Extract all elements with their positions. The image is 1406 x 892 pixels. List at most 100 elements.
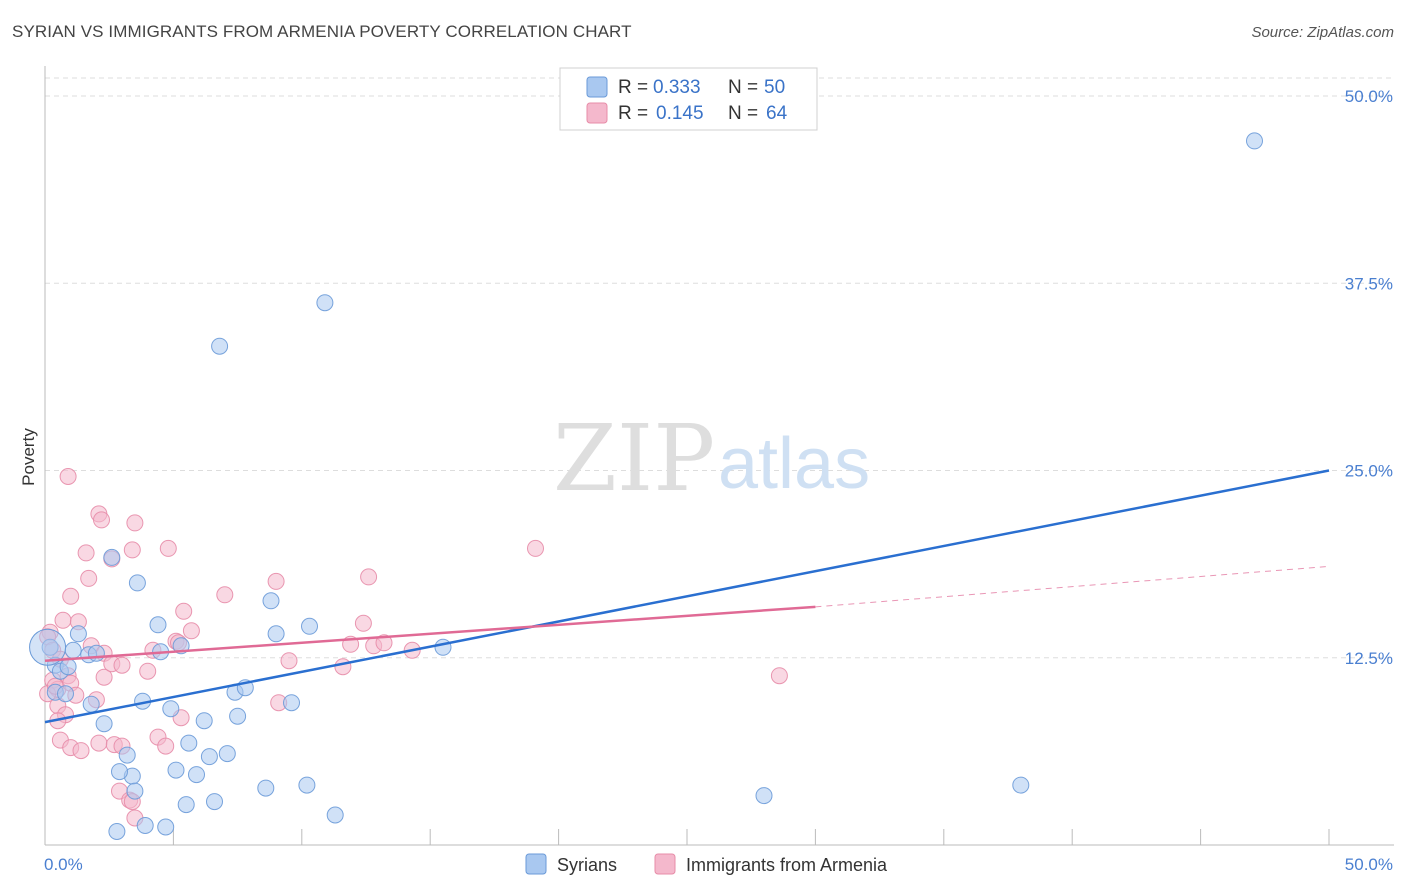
bottom-legend-label-syrians: Syrians: [557, 855, 617, 875]
watermark-zip: ZIP: [553, 405, 715, 512]
legend-r-label: R =: [618, 77, 648, 98]
chart-title: SYRIAN VS IMMIGRANTS FROM ARMENIA POVERT…: [12, 22, 632, 41]
syrian-point: [29, 628, 67, 666]
syrian-point: [298, 776, 316, 794]
syrian-point: [149, 616, 167, 634]
syrian-point: [262, 592, 280, 610]
syrian-point: [211, 337, 229, 355]
syrian-point: [136, 817, 154, 834]
syrian-point: [69, 625, 87, 643]
grid-lines: [45, 77, 1394, 659]
data-points: [29, 132, 1263, 840]
syrian-point: [103, 548, 121, 566]
syrian-point: [64, 641, 82, 659]
syrian-point: [301, 617, 318, 635]
armenia-point: [123, 541, 141, 559]
armenia-point: [62, 587, 80, 605]
syrian-point: [180, 734, 198, 752]
syrian-point: [111, 763, 128, 781]
syrian-point: [95, 715, 113, 733]
bottom-legend: Syrians Immigrants from Armenia: [525, 853, 888, 875]
watermark-atlas: atlas: [718, 424, 870, 504]
armenia-point: [334, 658, 352, 676]
syrians-trend-line: [44, 469, 1330, 724]
syrian-point: [267, 625, 285, 643]
armenia-point: [126, 514, 144, 532]
watermark: ZIP atlas: [553, 405, 870, 512]
legend-r-value: 0.333: [653, 77, 701, 98]
armenia-point: [182, 622, 200, 640]
armenia-point: [90, 734, 108, 752]
armenia-point: [54, 611, 72, 629]
syrian-point: [177, 796, 195, 814]
legend-r-value: 0.145: [656, 103, 704, 124]
legend-n-label: N =: [728, 103, 758, 124]
armenia-point: [157, 737, 175, 755]
legend-n-value: 50: [764, 77, 785, 98]
legend-r-label: R =: [618, 103, 648, 124]
syrian-point: [188, 766, 205, 784]
syrian-point: [326, 806, 344, 824]
bottom-legend-label-armenia: Immigrants from Armenia: [686, 855, 888, 875]
syrian-point: [59, 658, 77, 676]
armenia-point: [280, 652, 298, 670]
armenia-point: [527, 539, 544, 557]
syrian-point: [1246, 132, 1263, 150]
y-tick-label: 25.0%: [1345, 462, 1393, 481]
y-axis-title: Poverty: [19, 428, 38, 486]
armenia-point: [354, 614, 372, 632]
armenia-point: [59, 468, 77, 485]
syrian-point: [118, 746, 136, 764]
syrian-point: [126, 782, 144, 800]
armenia-point: [216, 586, 234, 604]
syrian-point: [157, 818, 175, 836]
armenia-point: [93, 511, 110, 529]
syrian-point: [195, 712, 213, 730]
armenia-point: [95, 668, 113, 686]
syrian-point: [162, 700, 180, 718]
x-tick-labels: 0.0% 50.0%: [44, 855, 1393, 874]
armenia-point: [375, 634, 393, 652]
syrian-point: [167, 761, 185, 779]
armenia-point: [267, 572, 285, 590]
armenia-point: [159, 539, 177, 557]
syrian-point: [229, 707, 247, 725]
syrian-point: [755, 787, 773, 805]
syrian-point: [57, 685, 74, 703]
y-tick-labels: 12.5% 25.0% 37.5% 50.0%: [1345, 87, 1393, 668]
syrian-point: [108, 823, 126, 840]
syrian-point: [283, 694, 300, 712]
x-tick-label: 0.0%: [44, 855, 83, 874]
armenia-point: [80, 569, 98, 587]
syrian-point: [434, 638, 452, 656]
armenia-point: [175, 602, 193, 620]
bottom-legend-swatch-armenia: [654, 853, 676, 875]
armenia-point: [360, 568, 378, 586]
bottom-legend-swatch-syrians: [525, 853, 547, 875]
syrian-point: [257, 779, 275, 797]
legend-swatch-armenia: [586, 102, 608, 124]
syrian-point: [82, 695, 100, 713]
syrian-point: [316, 294, 334, 312]
armenia-trend-extension: [815, 565, 1330, 608]
syrian-point: [206, 793, 223, 811]
armenia-point: [72, 742, 90, 760]
legend-swatch-syrians: [586, 76, 608, 98]
syrian-point: [87, 644, 105, 662]
syrian-point: [128, 574, 146, 592]
armenia-point: [770, 667, 788, 685]
source-credit: Source: ZipAtlas.com: [1251, 24, 1394, 41]
legend-box: R = 0.333 N = 50 R = 0.145 N = 64: [559, 67, 818, 131]
armenia-point: [113, 656, 131, 674]
armenia-point: [77, 544, 95, 562]
y-tick-label: 50.0%: [1345, 87, 1393, 106]
syrian-point: [200, 748, 218, 766]
armenia-point: [139, 662, 157, 680]
armenia-trend-line: [44, 605, 816, 662]
legend-n-label: N =: [728, 77, 758, 98]
x-tick-label: 50.0%: [1345, 855, 1393, 874]
syrian-point: [218, 745, 236, 763]
y-tick-label: 12.5%: [1345, 649, 1393, 668]
axes: [44, 66, 1394, 846]
